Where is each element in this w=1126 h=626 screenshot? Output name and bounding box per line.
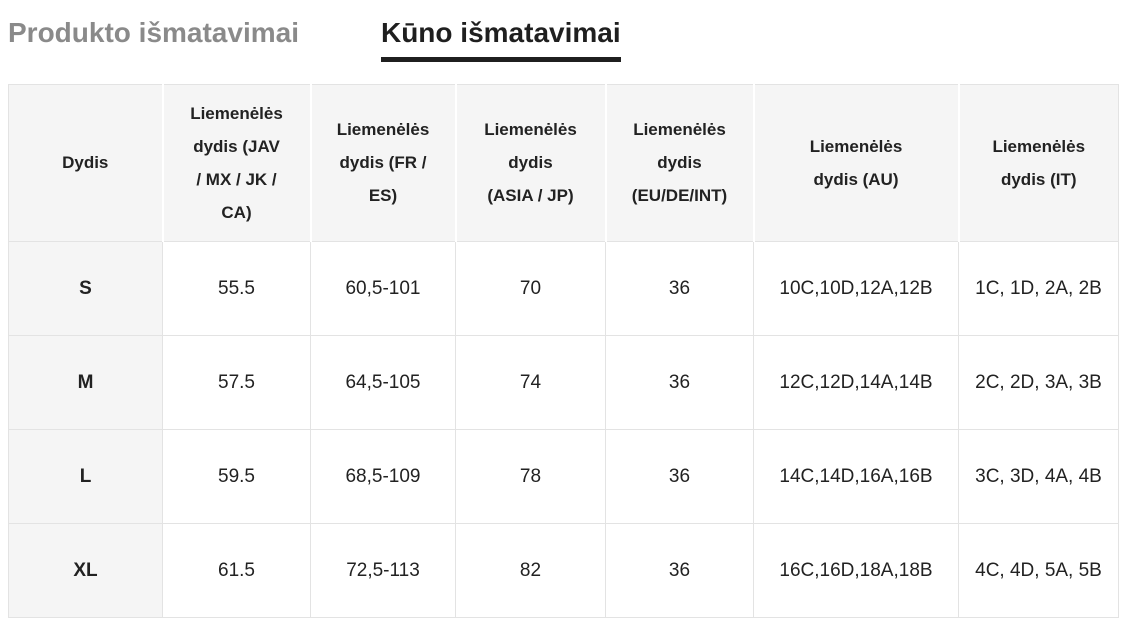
size-cell: 4C, 4D, 5A, 5B (958, 522, 1119, 618)
table-row-l: L 59.5 68,5-109 78 36 14C,14D,16A,16B 3C… (8, 428, 1119, 524)
size-label: XL (8, 522, 163, 618)
size-cell: 14C,14D,16A,16B (753, 428, 959, 524)
size-label: M (8, 334, 163, 430)
column-header-jav-mx-jk-ca: Liemenėlės dydis (JAV / MX / JK / CA) (161, 83, 312, 242)
size-cell: 36 (605, 240, 754, 336)
column-header-eu-de-int: Liemenėlės dydis (EU/DE/INT) (604, 83, 755, 242)
size-cell: 36 (605, 428, 754, 524)
size-label: L (8, 428, 163, 524)
size-chart-table: Dydis Liemenėlės dydis (JAV / MX / JK / … (8, 83, 1119, 618)
size-cell: 12C,12D,14A,14B (753, 334, 959, 430)
size-cell: 55.5 (162, 240, 311, 336)
column-header-au: Liemenėlės dydis (AU) (752, 83, 960, 242)
table-row-m: M 57.5 64,5-105 74 36 12C,12D,14A,14B 2C… (8, 334, 1119, 430)
size-cell: 78 (455, 428, 606, 524)
size-cell: 57.5 (162, 334, 311, 430)
tab-body-measurements[interactable]: Kūno išmatavimai (380, 16, 621, 62)
size-cell: 70 (455, 240, 606, 336)
column-header-asia-jp: Liemenėlės dydis (ASIA / JP) (454, 83, 607, 242)
size-cell: 16C,16D,18A,18B (753, 522, 959, 618)
size-label: S (8, 240, 163, 336)
size-cell: 68,5-109 (310, 428, 456, 524)
column-header-dydis: Dydis (8, 83, 164, 242)
size-chart-tabs: Produkto išmatavimai Kūno išmatavimai (8, 16, 1118, 62)
column-header-fr-es: Liemenėlės dydis (FR / ES) (309, 83, 457, 242)
table-row-s: S 55.5 60,5-101 70 36 10C,10D,12A,12B 1C… (8, 240, 1119, 336)
column-header-it: Liemenėlės dydis (IT) (957, 83, 1119, 242)
size-cell: 60,5-101 (310, 240, 456, 336)
size-cell: 59.5 (162, 428, 311, 524)
size-cell: 74 (455, 334, 606, 430)
size-cell: 61.5 (162, 522, 311, 618)
tab-product-measurements[interactable]: Produkto išmatavimai (8, 17, 299, 48)
size-cell: 36 (605, 522, 754, 618)
size-cell: 64,5-105 (310, 334, 456, 430)
size-cell: 10C,10D,12A,12B (753, 240, 959, 336)
table-row-xl: XL 61.5 72,5-113 82 36 16C,16D,18A,18B 4… (8, 522, 1119, 618)
size-cell: 72,5-113 (310, 522, 456, 618)
size-cell: 36 (605, 334, 754, 430)
size-cell: 1C, 1D, 2A, 2B (958, 240, 1119, 336)
size-cell: 82 (455, 522, 606, 618)
size-cell: 2C, 2D, 3A, 3B (958, 334, 1119, 430)
size-cell: 3C, 3D, 4A, 4B (958, 428, 1119, 524)
header-row: Dydis Liemenėlės dydis (JAV / MX / JK / … (8, 83, 1119, 242)
